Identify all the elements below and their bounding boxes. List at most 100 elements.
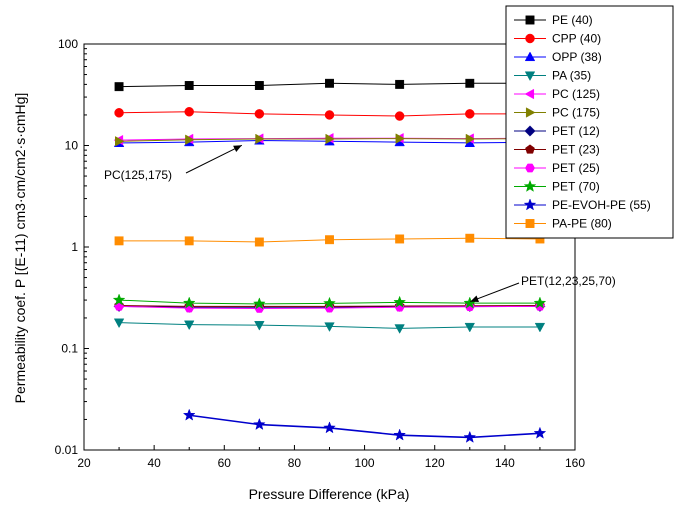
data-point-pet-70: [323, 296, 336, 309]
data-point-pa-35: [254, 321, 265, 331]
legend-marker-pe-evoh-pe-55: [523, 198, 537, 211]
annotation-arrowhead-pet: [470, 295, 480, 302]
legend-marker-pa-pe-80: [525, 219, 535, 228]
data-point-pa-35: [113, 318, 125, 329]
legend-marker-pet-25: [525, 163, 535, 173]
data-point-pe-40: [465, 78, 475, 88]
annotation-pet: PET(12,23,25,70): [521, 274, 616, 288]
data-point-pa-35: [464, 322, 476, 333]
legend-marker-pe-40: [525, 15, 535, 25]
data-point-pa-pe-80: [254, 237, 264, 247]
annotation-arrow-pc: [185, 144, 243, 174]
legend-label-opp-38: OPP (38): [552, 50, 602, 64]
annotation-arrowhead-pc: [233, 145, 242, 152]
annotations-layer: PC(125,175) PET(12,23,25,70): [104, 144, 616, 303]
data-point-cpp-40: [465, 109, 475, 119]
data-point-pe-evoh-pe-55: [533, 426, 547, 439]
y-tick-label: 0.01: [55, 443, 79, 457]
y-tick-label: 0.1: [61, 342, 78, 356]
data-point-pet-70: [393, 295, 407, 308]
data-point-cpp-40: [184, 107, 194, 117]
legend-marker-pet-23: [525, 144, 535, 154]
data-point-cpp-40: [114, 108, 124, 118]
data-point-pc-175: [465, 133, 476, 145]
plot-frame: [83, 43, 576, 451]
x-tick-label: 120: [425, 456, 445, 470]
data-point-cpp-40: [324, 110, 335, 120]
x-axis-title: Pressure Difference (kPa): [249, 486, 410, 502]
data-point-pe-evoh-pe-55: [323, 421, 336, 434]
data-point-pa-35: [394, 324, 405, 334]
data-point-pe-40: [114, 82, 124, 92]
series-pa-35: [113, 318, 546, 334]
annotation-arrow-pet: [470, 282, 520, 303]
x-tick-label: 60: [218, 456, 232, 470]
data-point-pet-70: [252, 297, 266, 310]
legend-marker-pc-125: [524, 88, 535, 100]
series-pe-40: [114, 78, 545, 92]
legend-label-pet-23: PET (23): [552, 143, 600, 157]
legend-label-pe-evoh-pe-55: PE-EVOH-PE (55): [552, 198, 651, 212]
annotation-pc: PC(125,175): [104, 168, 172, 182]
data-point-pe-evoh-pe-55: [393, 428, 407, 441]
data-point-pa-35: [534, 322, 546, 333]
legend-label-cpp-40: CPP (40): [552, 32, 601, 46]
data-point-pa-pe-80: [465, 233, 475, 243]
legend-marker-pet-70: [523, 179, 537, 192]
data-point-pa-pe-80: [114, 236, 124, 246]
data-point-cpp-40: [394, 111, 405, 121]
data-point-cpp-40: [254, 109, 265, 119]
legend-label-pe-40: PE (40): [552, 13, 593, 27]
series-pa-pe-80: [114, 233, 545, 247]
data-point-pet-70: [533, 296, 547, 309]
legend-label-pet-12: PET (12): [552, 124, 600, 138]
x-tick-label: 20: [77, 456, 91, 470]
data-point-pa-35: [324, 322, 335, 332]
data-point-pc-175: [115, 136, 125, 147]
data-point-pc-175: [255, 133, 265, 145]
data-point-pc-175: [395, 133, 406, 144]
legend-label-pet-70: PET (70): [552, 180, 600, 194]
data-point-pc-175: [325, 133, 336, 145]
x-tick-label: 80: [288, 456, 302, 470]
data-point-pc-175: [185, 134, 195, 145]
data-point-pa-pe-80: [325, 235, 334, 245]
y-axis-title: Permeability coef. P [(E-11) cm3·cm/cm2·…: [12, 93, 28, 404]
legend-label-pc-175: PC (175): [552, 106, 600, 120]
x-tick-label: 100: [355, 456, 375, 470]
series-pet-70: [112, 293, 547, 310]
ticks-layer: 20 40 60 80 100 120 140 160 0.01 0.1 1 10 100: [55, 37, 586, 470]
data-point-pe-40: [395, 79, 405, 89]
data-point-pe-40: [254, 81, 264, 90]
legend-box: [505, 5, 674, 239]
legend-marker-opp-38: [524, 51, 536, 62]
data-point-pet-70: [112, 293, 126, 306]
legend-marker-pa-35: [524, 71, 536, 82]
data-point-pet-70: [182, 296, 196, 309]
data-point-pa-pe-80: [184, 236, 194, 246]
series-pe-evoh-pe-55: [182, 408, 547, 443]
x-tick-label: 40: [147, 456, 161, 470]
x-tick-label: 140: [495, 456, 515, 470]
legend-label-pa-35: PA (35): [552, 69, 591, 83]
legend-label-pa-pe-80: PA-PE (80): [552, 217, 612, 231]
data-point-pa-35: [183, 320, 195, 331]
legend-marker-pet-12: [524, 125, 536, 137]
legend-marker-pc-175: [525, 107, 536, 118]
x-tick-label: 160: [565, 456, 585, 470]
data-point-pe-40: [325, 78, 334, 88]
data-point-pe-40: [184, 81, 194, 90]
legend-label-pc-125: PC (125): [552, 87, 600, 101]
legend-marker-cpp-40: [525, 33, 535, 44]
series-layer: [112, 78, 547, 443]
legend-label-pet-25: PET (25): [552, 161, 600, 175]
y-tick-label: 100: [58, 37, 78, 51]
data-point-pa-pe-80: [395, 234, 405, 244]
data-point-pe-evoh-pe-55: [252, 417, 266, 431]
legend: PE (40) CPP (40) OPP (38) PA (35) PC (125) PC…: [505, 5, 674, 239]
series-cpp-40: [114, 107, 545, 121]
y-tick-label: 1: [71, 240, 78, 254]
data-point-pe-evoh-pe-55: [182, 408, 196, 421]
y-tick-label: 10: [65, 139, 79, 153]
